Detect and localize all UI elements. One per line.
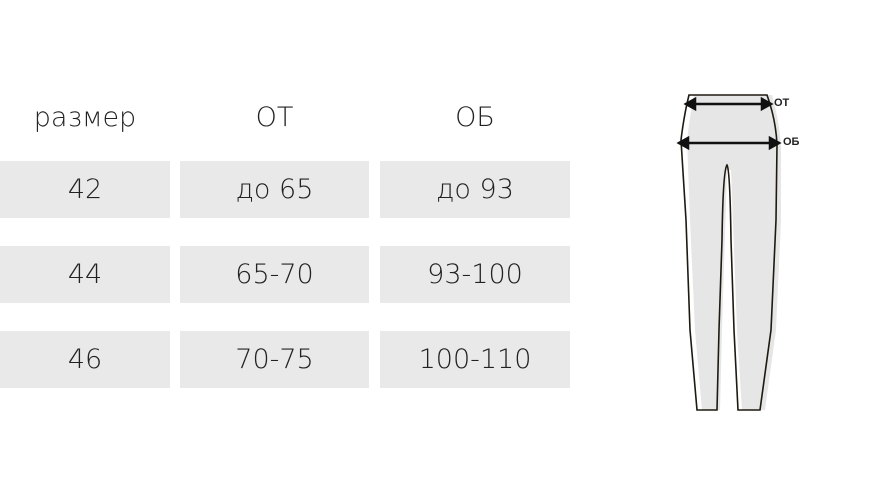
cell-waist: до 65 xyxy=(180,161,369,218)
leggings-shadow xyxy=(687,95,781,410)
header-waist: ОТ xyxy=(255,102,294,133)
cell-hips: 93-100 xyxy=(380,246,570,303)
cell-size: 42 xyxy=(0,161,170,218)
hip-label: ОБ xyxy=(783,136,800,148)
cell-size: 44 xyxy=(0,246,170,303)
cell-hips: до 93 xyxy=(380,161,570,218)
hip-arrow xyxy=(676,135,782,151)
leggings-outline xyxy=(680,94,778,411)
cell-waist: 70-75 xyxy=(180,331,369,388)
cell-size: 46 xyxy=(0,331,170,388)
header-size: размер xyxy=(33,102,137,133)
cell-hips: 100-110 xyxy=(380,331,570,388)
waist-arrow xyxy=(683,96,774,112)
waist-label: ОТ xyxy=(774,97,790,109)
cell-waist: 65-70 xyxy=(180,246,369,303)
header-hips: ОБ xyxy=(455,102,495,133)
